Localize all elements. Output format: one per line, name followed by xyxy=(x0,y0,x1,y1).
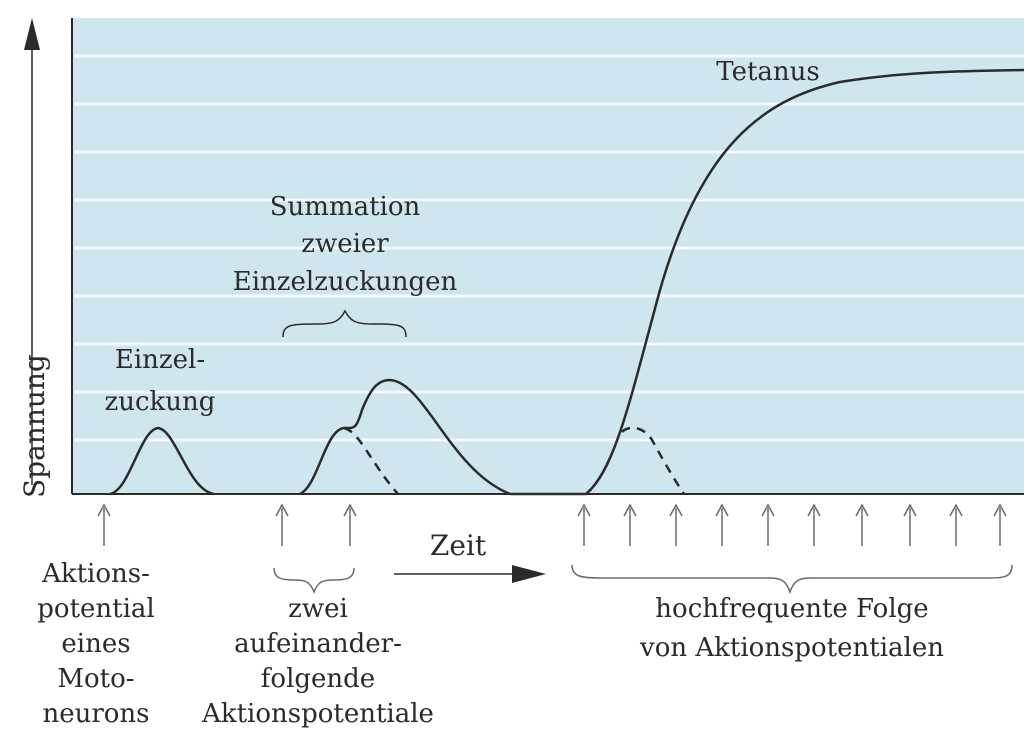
stimulus-arrows xyxy=(97,503,1007,546)
stimulus-arrow-icon xyxy=(855,503,869,546)
single-stimulus-label-line-2: potential xyxy=(37,594,154,624)
y-axis-arrow-icon xyxy=(24,18,40,485)
summation-label-line-1: Summation xyxy=(270,192,421,222)
summation-stimulus-label-line-2: aufeinander- xyxy=(234,629,402,659)
single-twitch-label-line-2: zuckung xyxy=(105,387,216,417)
stimulus-arrow-icon xyxy=(343,503,357,546)
single-twitch-label-line-1: Einzel- xyxy=(115,345,205,375)
stimulus-arrow-icon xyxy=(577,503,591,546)
gridlines xyxy=(74,54,1024,442)
summation-single-twitch-dashed xyxy=(343,426,399,495)
summation-stimulus-label-line-3: folgende xyxy=(261,664,375,694)
tetanus-label: Tetanus xyxy=(716,57,820,87)
stimulus-arrow-icon xyxy=(97,503,111,546)
stimulus-arrow-icon xyxy=(807,503,821,546)
stimulus-arrow-icon xyxy=(623,503,637,546)
tetanus-stimulus-brace xyxy=(571,564,1013,595)
stimulus-arrow-icon xyxy=(903,503,917,546)
single-stimulus-label-line-5: neurons xyxy=(42,699,149,729)
stimulus-arrow-icon xyxy=(715,503,729,546)
plot-area xyxy=(72,18,1024,494)
x-axis-arrow-icon xyxy=(394,565,546,583)
stimulus-arrow-icon xyxy=(669,503,683,546)
single-twitch-curve xyxy=(109,426,215,496)
summation-stimulus-label-line-4: Aktionspotentiale xyxy=(201,699,434,729)
stimulus-arrow-icon xyxy=(275,503,289,546)
single-stimulus-label-line-4: Moto- xyxy=(57,664,134,694)
stimulus-arrow-icon xyxy=(761,503,775,546)
summation-label-line-3: Einzelzuckungen xyxy=(233,267,458,297)
summation-stimulus-brace xyxy=(273,567,355,595)
tetanus-single-twitch-dashed xyxy=(621,426,686,495)
tetanus-stimulus-label-line-1: hochfrequente Folge xyxy=(655,594,928,624)
stimulus-arrow-icon xyxy=(993,503,1007,546)
x-axis-label: Zeit xyxy=(430,529,487,562)
summation-brace xyxy=(282,309,407,338)
single-stimulus-label-line-1: Aktions- xyxy=(41,559,150,589)
summation-stimulus-label-line-1: zwei xyxy=(288,594,348,624)
tetanus-curve xyxy=(510,68,1024,496)
single-stimulus-label-line-3: eines xyxy=(61,629,130,659)
stimulus-arrow-icon xyxy=(949,503,963,546)
y-axis-label: Spannung xyxy=(18,354,51,498)
summation-curve xyxy=(299,378,511,496)
tetanus-stimulus-label-line-2: von Aktionspotentialen xyxy=(639,633,944,663)
summation-label-line-2: zweier xyxy=(301,229,389,259)
